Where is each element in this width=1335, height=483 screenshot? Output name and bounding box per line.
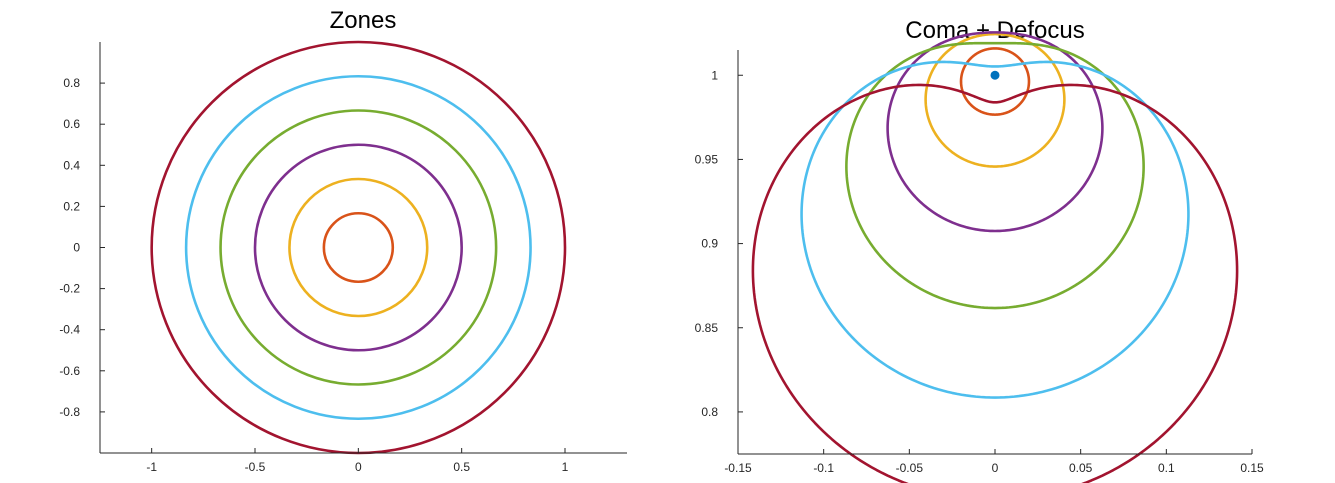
zones-ring-3 [253, 143, 463, 352]
coma-curve-4 [845, 41, 1145, 310]
coma-x-tick-label: 0.1 [1158, 461, 1175, 475]
coma-x-tick-label: 0 [992, 461, 999, 475]
zones-x-tick-label: 0 [355, 460, 362, 474]
coma-x-tick-label: 0.05 [1069, 461, 1093, 475]
coma-curve-5 [800, 60, 1190, 399]
coma-y-tick-label: 1 [711, 68, 718, 82]
zones-x-tick-label: 1 [562, 460, 569, 474]
coma-curves [751, 31, 1239, 483]
zones-x-tick-label: 0.5 [453, 460, 470, 474]
chief-ray-marker [990, 70, 1000, 80]
coma-curve-6 [751, 83, 1239, 483]
zones-y-tick-label: -0.2 [59, 282, 80, 296]
zones-axes: Zones -1 -0.5 0 0.5 1 -0.8 -0.6 -0.4 -0.2 0 0.2 0.… [59, 7, 627, 474]
zones-ring-5 [184, 74, 532, 421]
zones-y-tick-label: 0.4 [63, 158, 80, 172]
zones-ring-2 [288, 177, 429, 318]
zones-y-tick-label: -0.4 [59, 323, 80, 337]
zones-x-tick-label: -0.5 [245, 460, 266, 474]
coma-x-tick-label: 0.15 [1240, 461, 1264, 475]
zones-title: Zones [330, 7, 397, 34]
coma-y-tick-label: 0.95 [695, 152, 719, 166]
zones-y-ticks: -0.8 -0.6 -0.4 -0.2 0 0.2 0.4 0.6 0.8 [59, 76, 105, 419]
coma-curve-3 [886, 31, 1104, 233]
zones-y-tick-label: -0.8 [59, 405, 80, 419]
coma-y-tick-label: 0.9 [701, 237, 718, 251]
zones-y-tick-label: 0 [73, 241, 80, 255]
coma-curve-1 [959, 47, 1031, 116]
zones-y-tick-label: 0.6 [63, 117, 80, 131]
zones-y-tick-label: -0.6 [59, 364, 80, 378]
coma-axes: Coma + Defocus -0.15 -0.1 -0.05 0 0.05 0.1 0.1… [695, 17, 1264, 483]
zones-rings [150, 40, 567, 455]
zones-y-tick-label: 0.8 [63, 76, 80, 90]
zones-ring-4 [219, 109, 498, 386]
coma-y-tick-label: 0.85 [695, 321, 719, 335]
zones-y-tick-label: 0.2 [63, 199, 80, 213]
zones-x-tick-label: -1 [146, 460, 157, 474]
coma-title: Coma + Defocus [905, 17, 1084, 44]
coma-x-ticks: -0.15 -0.1 -0.05 0 0.05 0.1 0.15 [724, 449, 1264, 475]
coma-y-ticks: 0.8 0.85 0.9 0.95 1 [695, 68, 743, 419]
zones-ring-1 [322, 211, 395, 284]
coma-x-tick-label: -0.1 [813, 461, 834, 475]
zones-x-ticks: -1 -0.5 0 0.5 1 [146, 448, 569, 474]
coma-curve-2 [924, 32, 1066, 168]
coma-x-tick-label: -0.05 [896, 461, 924, 475]
zones-ring-6 [150, 40, 567, 455]
coma-x-tick-label: -0.15 [724, 461, 752, 475]
coma-y-tick-label: 0.8 [701, 405, 718, 419]
